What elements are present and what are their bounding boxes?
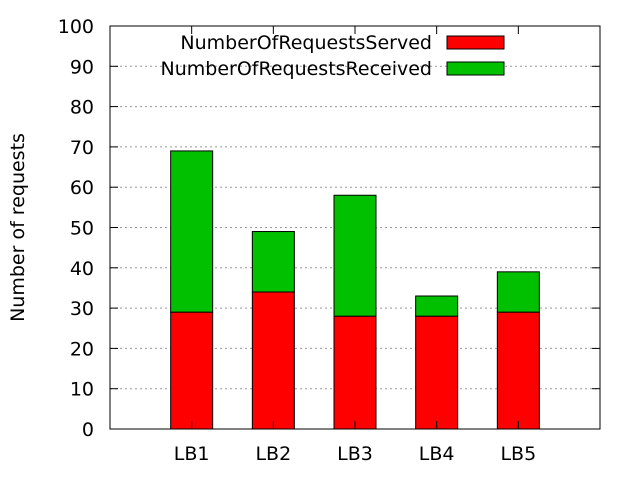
x-tick-label: LB3 <box>337 443 373 465</box>
y-tick-label: 90 <box>70 56 94 78</box>
x-axis-ticks: LB1 LB2 LB3 LB4 LB5 <box>174 26 536 465</box>
y-tick-label: 10 <box>70 379 94 401</box>
y-tick-label: 40 <box>70 258 94 280</box>
bars <box>170 150 540 430</box>
bar-lb1-served <box>170 311 214 430</box>
legend-swatch <box>446 61 505 76</box>
y-tick-label: 80 <box>70 97 94 119</box>
bar-lb4-received <box>415 295 459 317</box>
bar-lb5-received <box>496 271 540 313</box>
x-tick-label: LB4 <box>419 443 455 465</box>
x-tick-label: LB1 <box>174 443 210 465</box>
bar-lb2-served <box>251 291 295 430</box>
y-tick-label: 0 <box>82 419 94 441</box>
y-tick-label: 50 <box>70 218 94 240</box>
bar-lb5-served <box>496 311 540 430</box>
bar-lb4-served <box>415 315 459 430</box>
y-tick-label: 70 <box>70 137 94 159</box>
legend-label: NumberOfRequestsServed <box>180 32 432 54</box>
bar-lb3-served <box>333 315 377 430</box>
legend-label: NumberOfRequestsReceived <box>161 58 433 80</box>
x-tick-label: LB5 <box>500 443 536 465</box>
y-axis-label: Number of requests <box>7 133 29 322</box>
bar-lb2-received <box>251 231 295 293</box>
legend: NumberOfRequestsServed NumberOfRequestsRe… <box>161 32 505 80</box>
y-tick-label: 60 <box>70 177 94 199</box>
legend-swatch <box>446 35 505 50</box>
bar-lb1-received <box>170 150 214 313</box>
y-axis-ticks: 0 10 20 30 40 50 60 70 80 90 100 <box>58 16 600 441</box>
x-tick-label: LB2 <box>255 443 291 465</box>
y-tick-label: 30 <box>70 298 94 320</box>
bar-lb3-received <box>333 194 377 317</box>
y-tick-label: 100 <box>58 16 94 38</box>
y-tick-label: 20 <box>70 338 94 360</box>
